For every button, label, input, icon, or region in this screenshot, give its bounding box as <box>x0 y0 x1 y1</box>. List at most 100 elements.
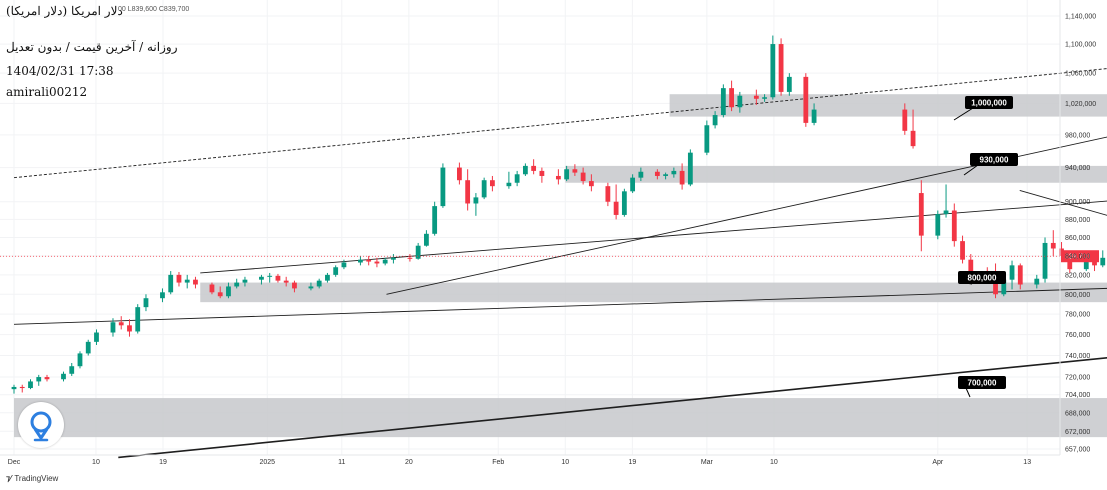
callout-leader <box>963 164 979 176</box>
candle-body <box>267 275 273 277</box>
callout-leader <box>953 107 974 121</box>
trend-lines <box>13 68 1107 459</box>
candle-body <box>514 174 520 183</box>
candle-body <box>489 180 495 187</box>
candle <box>671 167 677 178</box>
candle <box>94 329 99 345</box>
candle <box>69 362 75 376</box>
long-support-line <box>118 356 1107 459</box>
candle-body <box>19 386 25 389</box>
time-tick-label: 10 <box>561 459 569 466</box>
candle-body <box>209 284 215 293</box>
time-tick-label: 2025 <box>260 459 276 466</box>
zone-callout[interactable]: 700,000 <box>958 376 1006 398</box>
candle <box>432 201 438 236</box>
time-tick-label: 10 <box>92 459 100 466</box>
tradingview-footer[interactable]: ⁊⁄ TradingView <box>6 474 58 483</box>
candle-body <box>143 298 149 308</box>
price-tick-label: 720,000 <box>1065 375 1090 382</box>
candle <box>638 167 644 182</box>
candle-body <box>325 274 330 281</box>
lower-channel-line <box>386 136 1107 295</box>
candle-body <box>910 130 916 147</box>
candle <box>1017 263 1023 290</box>
candle <box>935 210 941 240</box>
candle-body <box>935 214 941 236</box>
price-tick-label: 900,000 <box>1065 199 1090 206</box>
candle <box>135 304 141 334</box>
snapshot-date: 1404/02/31 17:38 <box>6 64 114 78</box>
callout-box <box>965 96 1013 109</box>
candle <box>85 339 91 356</box>
callout-box <box>958 271 1006 284</box>
candle-body <box>176 274 182 283</box>
zone-callouts: 1,000,000 930,000 800,000 700,000 <box>953 96 1018 398</box>
price-axis[interactable]: 1,140,000 1,100,000 1,060,000 1,020,000 980,… <box>1059 0 1096 455</box>
time-tick-label: 19 <box>159 459 167 466</box>
candle <box>531 159 537 175</box>
price-tick-label: 840,000 <box>1065 253 1090 260</box>
candle-body <box>234 282 240 287</box>
candle <box>1009 260 1015 290</box>
candle <box>704 120 710 156</box>
zone-callout[interactable]: 800,000 <box>958 271 1006 285</box>
candle-body <box>811 109 817 123</box>
candle <box>555 169 561 185</box>
symbol-title[interactable]: دلار امریکا (دلار امریکا) <box>6 4 123 18</box>
candle <box>217 286 223 299</box>
candle <box>325 272 330 283</box>
candle-body <box>11 386 17 390</box>
candle <box>473 193 479 216</box>
candle <box>259 274 264 285</box>
candle <box>630 174 636 194</box>
candle-body <box>588 181 594 187</box>
candle-body <box>193 279 198 285</box>
candle <box>687 149 693 187</box>
time-tick-label: 11 <box>338 459 345 466</box>
zone-callout[interactable]: 1,000,000 <box>953 96 1013 121</box>
candle-body <box>457 167 462 181</box>
candle <box>753 89 759 105</box>
candle-body <box>638 171 644 178</box>
price-tick-label: 820,000 <box>1065 272 1090 279</box>
candle-body <box>1009 265 1015 280</box>
candle <box>811 103 817 126</box>
candle-body <box>1034 278 1040 285</box>
candle <box>1034 274 1040 289</box>
candle <box>160 288 165 303</box>
candle-body <box>77 353 83 367</box>
candle <box>588 174 594 192</box>
candle-body <box>572 169 578 173</box>
candle-body <box>1092 259 1097 266</box>
zone-callout[interactable]: 930,000 <box>963 153 1018 176</box>
candle-body <box>127 325 132 332</box>
candle <box>539 167 545 183</box>
candle <box>193 276 198 289</box>
time-axis[interactable]: Dec101920251120Feb1019Mar10Apr13May1120J… <box>0 454 1107 466</box>
candle-body <box>333 267 339 275</box>
candle <box>283 276 289 287</box>
candle-body <box>1050 242 1056 249</box>
candle <box>712 111 718 129</box>
candle <box>762 94 767 102</box>
candle-body <box>770 44 776 98</box>
ohlc-values: 00 L839,600 C839,700 <box>118 6 190 13</box>
candle <box>737 91 743 113</box>
price-tick-label: 657,000 <box>1065 447 1090 454</box>
candle <box>275 273 281 283</box>
candle <box>316 278 322 289</box>
candle <box>720 84 726 118</box>
candle <box>110 318 116 337</box>
candle <box>77 351 83 369</box>
candle <box>407 254 413 262</box>
candle-body <box>531 165 537 171</box>
candle <box>226 282 231 299</box>
candle <box>168 271 174 295</box>
candle <box>951 203 957 247</box>
candle-body <box>259 276 264 280</box>
candle <box>127 319 132 337</box>
tradingview-logo-icon: ⁊⁄ <box>6 474 12 483</box>
long-trend-dashed <box>13 68 1107 179</box>
candle-body <box>762 97 767 99</box>
